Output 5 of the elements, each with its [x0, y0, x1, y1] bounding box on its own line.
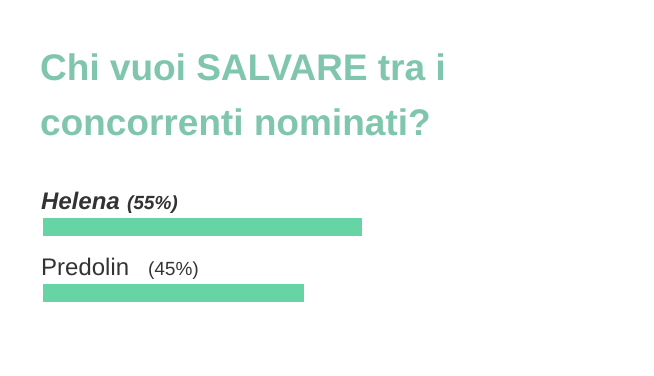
data-label: (45%) [148, 259, 199, 280]
y-tick-label: Predolin [41, 254, 130, 281]
chart-title: Chi vuoi SALVARE tra i concorrenti nominati? [40, 47, 446, 143]
y-tick-label: Helena [41, 188, 120, 215]
data-label: (55%) [127, 193, 178, 214]
